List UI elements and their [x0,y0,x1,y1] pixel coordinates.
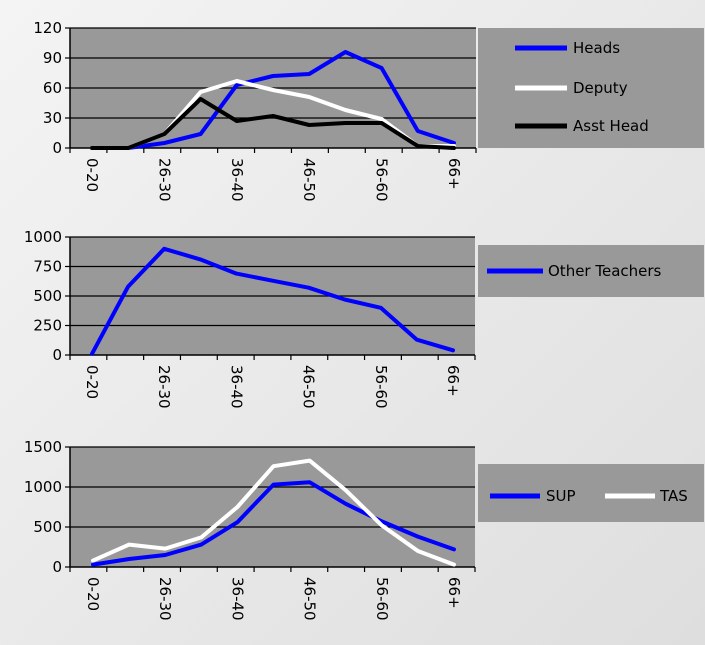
y-tick-label: 30 [43,109,62,127]
legend-item: Heads [515,39,620,57]
x-tick-label: 26-30 [155,365,173,409]
y-tick-label: 0 [52,139,62,157]
y-tick-label: 500 [33,518,62,536]
legend-item: TAS [605,487,688,505]
x-tick-label: 56-60 [372,365,390,409]
chart-2: 0 250 500 750 1000 0-20 26-30 36-40 46-50 56-60 66… [24,228,704,409]
legend-item: Asst Head [515,117,649,135]
x-tick-label: 0-20 [84,577,102,611]
legend-label: Heads [573,39,620,57]
x-tick-label: 36-40 [228,577,246,621]
y-tick-label: 60 [43,79,62,97]
legend-label: TAS [659,487,688,505]
y-tick-label: 500 [33,287,62,305]
x-tick-label: 0-20 [83,158,101,192]
x-tick-label: 56-60 [373,158,391,202]
y-tick-label: 1000 [24,228,62,246]
y-tick-label: 0 [52,558,62,576]
legend-label: Other Teachers [548,262,662,280]
x-tick-label: 36-40 [227,365,245,409]
x-tick-label: 0-20 [83,365,101,399]
legend-item: Deputy [515,79,628,97]
series-line-heads [90,50,456,150]
series-line-asst-head [90,97,456,150]
x-tick-label: 66+ [445,577,463,609]
legend-item: SUP [490,487,576,505]
x-tick-label: 36-40 [228,158,246,202]
legend-box [478,464,704,522]
x-tick-label: 46-50 [301,577,319,621]
x-tick-label: 66+ [445,158,463,190]
y-tick-label: 750 [33,258,62,276]
y-tick-label: 120 [33,19,62,37]
x-tick-label: 46-50 [300,158,318,202]
legend: SUP TAS [478,464,704,522]
x-tick-label: 26-30 [156,577,174,621]
series-line-tas [91,458,456,567]
y-tick-label: 1000 [24,478,62,496]
legend-item: Other Teachers [487,262,662,280]
x-tick-label: 56-60 [373,577,391,621]
series-line-other-teachers [90,246,455,356]
y-tick-label: 0 [52,346,62,364]
x-tick-label: 26-30 [155,158,173,202]
legend: Heads Deputy Asst Head [478,28,704,148]
legend-label: SUP [546,487,576,505]
legend-label: Deputy [573,79,628,97]
legend-label: Asst Head [573,117,649,135]
chart-3: 0 500 1000 1500 0-20 26-30 36-40 46-50 56-60 66+ S… [24,438,704,621]
chart-1: 0 30 60 90 120 0-20 26-30 36-40 46-50 56-60 66+ Hea… [33,19,704,202]
y-tick-label: 250 [33,317,62,335]
x-tick-label: 46-50 [300,365,318,409]
y-tick-label: 90 [43,49,62,67]
y-tick-label: 1500 [24,438,62,456]
legend: Other Teachers [478,245,704,297]
x-tick-label: 66+ [444,365,462,397]
series-line-sup [91,480,456,567]
